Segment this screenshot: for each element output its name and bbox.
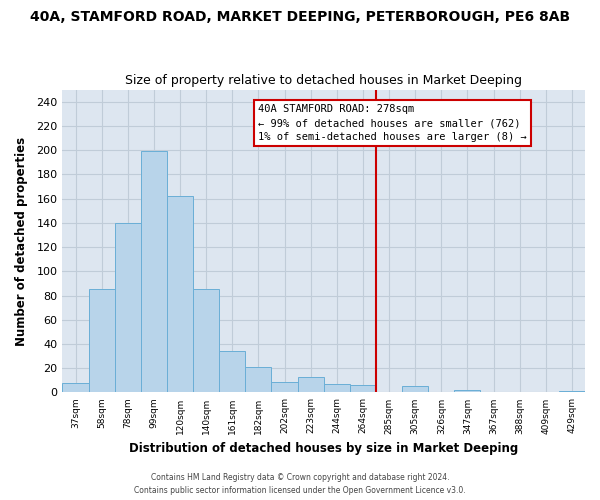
Y-axis label: Number of detached properties: Number of detached properties xyxy=(15,136,28,346)
Bar xyxy=(115,223,141,392)
Bar xyxy=(350,385,376,392)
Bar xyxy=(298,376,324,392)
Bar xyxy=(271,382,298,392)
Bar xyxy=(245,367,271,392)
Bar xyxy=(402,386,428,392)
Bar xyxy=(559,391,585,392)
Bar xyxy=(193,290,219,393)
Bar xyxy=(219,351,245,393)
Bar xyxy=(141,152,167,392)
Bar xyxy=(167,196,193,392)
Text: Contains HM Land Registry data © Crown copyright and database right 2024.
Contai: Contains HM Land Registry data © Crown c… xyxy=(134,474,466,495)
Bar xyxy=(89,290,115,393)
X-axis label: Distribution of detached houses by size in Market Deeping: Distribution of detached houses by size … xyxy=(129,442,518,455)
Text: 40A, STAMFORD ROAD, MARKET DEEPING, PETERBOROUGH, PE6 8AB: 40A, STAMFORD ROAD, MARKET DEEPING, PETE… xyxy=(30,10,570,24)
Text: 40A STAMFORD ROAD: 278sqm
← 99% of detached houses are smaller (762)
1% of semi-: 40A STAMFORD ROAD: 278sqm ← 99% of detac… xyxy=(259,104,527,142)
Bar xyxy=(62,382,89,392)
Bar xyxy=(454,390,481,392)
Bar xyxy=(324,384,350,392)
Title: Size of property relative to detached houses in Market Deeping: Size of property relative to detached ho… xyxy=(125,74,522,87)
